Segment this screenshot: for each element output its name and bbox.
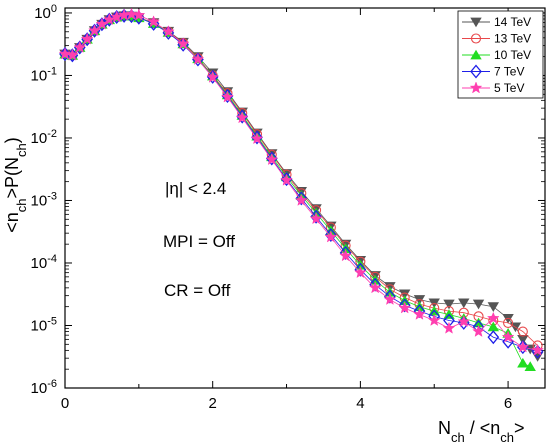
y-tick-label: 10-6 [31,378,57,397]
data-point [501,330,515,343]
annotation-eta: |η| < 2.4 [165,179,226,198]
data-point [531,343,544,356]
data-point [354,262,367,277]
x-tick-label: 6 [504,395,512,412]
data-point [294,193,308,206]
legend-item: 14 TeV [462,15,531,29]
data-point [147,15,160,28]
legend-item: 5 TeV [462,81,524,95]
x-axis-title: Nch / <nch> [438,418,525,444]
data-point [73,40,87,53]
legend-item: 7 TeV [462,64,524,79]
legend-marker [470,64,482,79]
data-point [66,48,79,61]
data-point [221,88,234,103]
axis-ticks [64,8,545,389]
data-point [516,340,530,353]
data-point [442,321,456,334]
legend-marker [470,49,482,60]
data-point [524,361,536,371]
data-point [251,130,263,145]
y-tick-label: 10-1 [31,65,57,84]
data-point [280,173,293,186]
data-point [517,326,528,337]
y-tick-label: 100 [34,3,57,22]
legend-label: 5 TeV [494,81,524,95]
data-point [235,111,249,124]
data-point [191,52,205,65]
legend: 14 TeV 13 TeV 10 TeV 7 TeV 5 TeV [457,10,544,99]
data-point [517,334,529,345]
legend-marker [470,33,482,44]
data-point [265,151,278,166]
series-layer [58,7,544,371]
data-point [162,25,175,38]
data-point [102,12,116,26]
data-point [265,152,279,166]
data-point [280,172,293,187]
data-point [250,132,264,145]
data-point [398,301,412,314]
data-point [125,7,138,20]
legend-marker [469,81,483,94]
data-point [383,292,397,305]
data-point [324,230,338,243]
data-point [427,313,441,326]
data-point [80,32,94,45]
data-point [58,47,72,60]
data-point [339,249,352,262]
data-point [206,70,220,83]
legend-label: 10 TeV [494,48,531,62]
data-point [132,8,146,21]
legend-item: 13 TeV [462,32,531,46]
series-5-tev [58,7,544,356]
data-point [487,330,500,345]
data-point [206,69,219,84]
annotation-cr: CR = Off [164,281,231,300]
x-tick-label: 2 [209,395,217,412]
tick-labels: 0 2 4 6 100 10-1 10-2 10-3 10-4 10-5 10-6 [31,3,513,412]
data-point [221,90,234,103]
legend-label: 14 TeV [494,15,531,29]
data-point [486,311,500,324]
legend-label: 13 TeV [494,32,531,46]
legend-item: 10 TeV [462,48,531,62]
legend-label: 7 TeV [494,65,524,79]
data-point [413,307,426,320]
data-point [458,298,470,309]
data-point [472,324,485,337]
data-point [133,10,145,25]
data-point [368,281,382,294]
data-point [487,302,500,312]
data-point [176,37,190,50]
legend-marker [470,17,482,28]
data-point [398,298,411,313]
annotations: |η| < 2.4 MPI = Off CR = Off [163,179,235,300]
data-point [472,299,485,310]
y-tick-label: 10-5 [31,315,57,334]
y-tick-label: 10-4 [31,253,57,272]
x-tick-label: 4 [356,395,364,412]
y-tick-label: 10-3 [31,190,57,209]
y-tick-label: 10-2 [31,128,57,147]
y-axis-title: <nch>P(Nch) [2,137,29,233]
data-point [517,357,529,368]
x-tick-label: 0 [61,395,69,412]
data-point [339,245,352,260]
data-point [503,317,514,328]
data-point [443,299,455,310]
annotation-mpi: MPI = Off [163,232,235,251]
data-point [309,212,323,225]
data-point [354,266,367,279]
data-point [236,109,249,124]
data-point [384,289,396,304]
data-point [457,314,471,328]
